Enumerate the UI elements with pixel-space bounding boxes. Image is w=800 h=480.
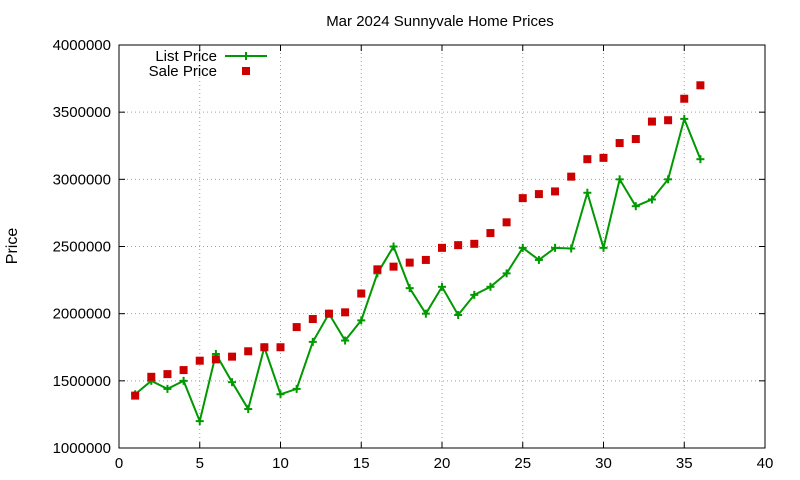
sale-price-point: [131, 391, 140, 400]
sale-price-point: [421, 255, 430, 264]
legend-label-list-price: List Price: [155, 48, 217, 65]
y-tick-label: 1000000: [53, 440, 111, 457]
sale-price-point: [534, 190, 543, 199]
sale-price-point: [567, 172, 576, 181]
list-price-line: [134, 115, 702, 425]
sale-price-point: [518, 194, 527, 203]
sale-price-point: [599, 153, 608, 162]
sale-price-point: [211, 355, 220, 364]
x-tick-label: 15: [353, 455, 370, 472]
list-price-point: [179, 376, 188, 385]
legend-swatch-sale-price: [242, 67, 250, 75]
x-tick-label: 40: [757, 455, 774, 472]
list-price-point: [470, 290, 479, 299]
list-price-point: [534, 255, 543, 264]
sale-price-point: [486, 229, 495, 238]
legend-label-sale-price: Sale Price: [149, 63, 217, 80]
list-price-point: [599, 243, 608, 252]
sale-price-point: [470, 239, 479, 248]
sale-price-point: [647, 117, 656, 126]
sale-price-point: [179, 366, 188, 375]
list-price-point: [438, 282, 446, 291]
list-price-point: [502, 269, 511, 278]
list-price-point: [631, 202, 640, 211]
sale-price-point: [389, 262, 398, 271]
list-price-point: [341, 336, 350, 345]
list-price-point: [454, 311, 463, 320]
x-tick-label: 25: [514, 455, 531, 472]
y-tick-label: 4000000: [53, 37, 111, 54]
x-tick-label: 5: [196, 455, 204, 472]
list-price-point: [195, 417, 204, 426]
sale-price-point: [341, 308, 350, 317]
chart-title: Mar 2024 Sunnyvale Home Prices: [326, 13, 554, 30]
sale-price-point: [147, 372, 156, 381]
sale-price-point: [631, 135, 640, 144]
list-price-point: [518, 243, 527, 252]
sale-price-point: [664, 116, 673, 125]
legend-swatch-list-price-marker: [242, 52, 250, 60]
sale-price-point: [615, 139, 624, 148]
sale-price-point: [502, 218, 511, 227]
y-tick-label: 2000000: [53, 306, 111, 323]
sale-price-point: [292, 323, 301, 332]
list-price-point: [163, 384, 172, 393]
list-price-point: [276, 390, 285, 399]
y-tick-label: 3000000: [53, 171, 111, 188]
y-tick-label: 1500000: [53, 373, 111, 390]
list-price-point: [680, 114, 689, 123]
sale-price-point: [680, 94, 689, 103]
sale-price-point: [163, 370, 172, 379]
sale-price-point: [551, 187, 560, 196]
list-price-point: [228, 378, 237, 387]
x-tick-label: 35: [676, 455, 693, 472]
list-price-point: [583, 188, 592, 197]
sale-price-point: [244, 347, 253, 356]
tick-layer: 0 5 10 15 20 25 30 35 40 1000000 1500000 2000000 250…: [53, 37, 774, 472]
sale-price-point: [276, 343, 285, 352]
sale-price-point: [308, 315, 317, 324]
list-price-point: [389, 242, 398, 251]
list-price-point: [421, 309, 430, 318]
x-tick-label: 10: [272, 455, 289, 472]
list-price-point: [551, 243, 560, 252]
sale-price-point: [438, 243, 446, 252]
x-tick-label: 30: [595, 455, 612, 472]
list-price-point: [664, 175, 673, 184]
sale-price-point: [696, 81, 705, 90]
list-price-point: [244, 405, 253, 414]
list-price-point: [567, 244, 576, 253]
list-price-point: [696, 155, 705, 164]
series-layer: [131, 81, 705, 426]
x-tick-label: 20: [434, 455, 451, 472]
list-price-point: [647, 195, 656, 204]
list-price-point: [405, 284, 414, 293]
x-tick-label: 0: [115, 455, 123, 472]
sale-price-point: [454, 241, 463, 250]
sale-price-point: [195, 356, 204, 365]
sale-price-point: [405, 258, 414, 267]
sale-price-point: [357, 289, 366, 298]
y-axis-title: Price: [4, 228, 21, 265]
sale-price-point: [583, 155, 592, 164]
list-price-point: [615, 175, 624, 184]
y-tick-label: 3500000: [53, 104, 111, 121]
sale-price-point: [228, 352, 237, 361]
sale-price-point: [373, 265, 382, 274]
list-price-point: [486, 282, 495, 291]
list-price-point: [292, 384, 301, 393]
sale-price-point: [260, 343, 269, 352]
list-price-point: [357, 316, 366, 325]
y-tick-label: 2500000: [53, 239, 111, 256]
sale-price-point: [324, 309, 333, 318]
list-price-point: [308, 337, 317, 346]
